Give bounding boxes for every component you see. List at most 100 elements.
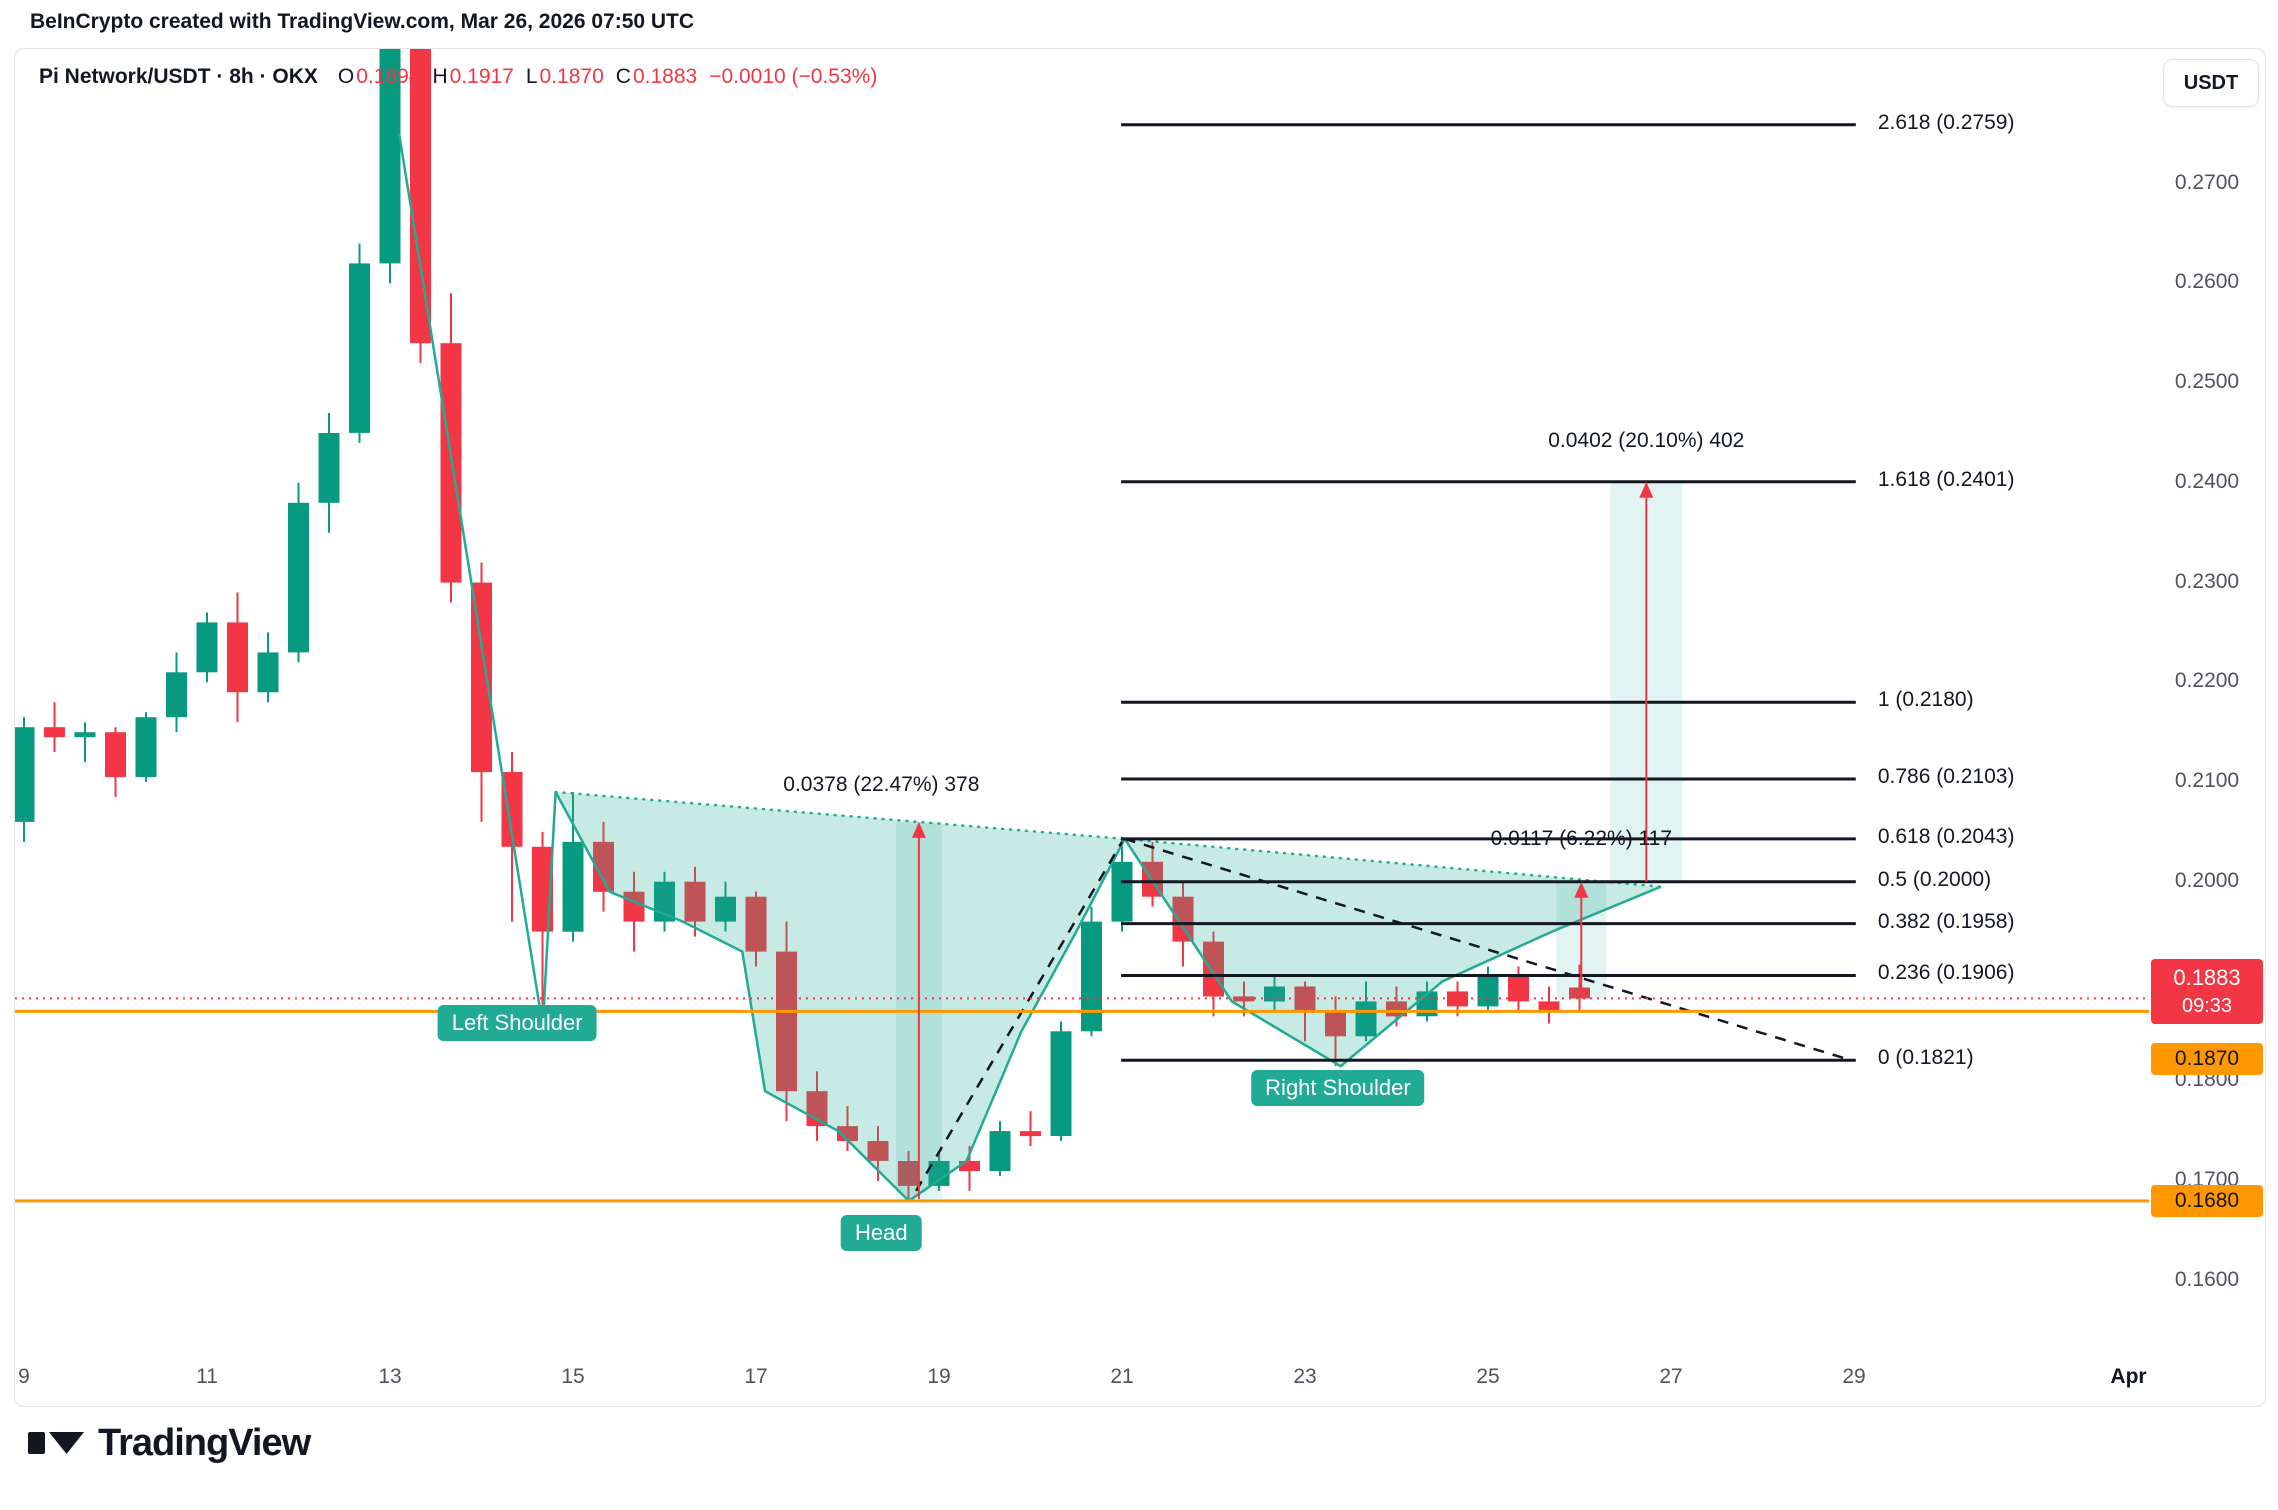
candle-body (227, 622, 248, 693)
candle-body (105, 732, 126, 778)
candle-body (715, 896, 736, 922)
candle-body (898, 1161, 919, 1186)
price-axis-label: 0.2500 (2174, 370, 2240, 394)
current-price-badge: 0.1883 09:33 (2151, 959, 2263, 1025)
ohlc-bar: Pi Network/USDT · 8h · OKX O0.1894 H0.191… (39, 65, 877, 89)
measure-arrow-head (1574, 881, 1589, 898)
candle-body (288, 502, 309, 653)
candle-body (1325, 1011, 1346, 1037)
candle-body (532, 846, 553, 932)
candle-body (1111, 861, 1133, 922)
price-axis-label: 0.1600 (2174, 1267, 2240, 1291)
bar-countdown: 09:33 (2181, 995, 2233, 1018)
date-axis-label: 9 (18, 1365, 30, 1388)
chart-card: Pi Network/USDT · 8h · OKX O0.1894 H0.191… (14, 48, 2266, 1407)
date-axis-label: 11 (196, 1365, 218, 1388)
date-axis-label: 21 (1110, 1365, 1134, 1388)
candle-body (15, 727, 35, 822)
candle-body (928, 1161, 950, 1186)
candle-body (471, 582, 492, 773)
pattern-line-dotted (554, 790, 1126, 841)
price-chart[interactable] (15, 49, 2265, 1406)
pattern-line-dashed (1124, 837, 1852, 1062)
date-axis-label: 27 (1659, 1365, 1683, 1388)
price-axis-label: 0.2200 (2174, 669, 2240, 693)
candle-body (562, 841, 584, 932)
candle-body (837, 1126, 858, 1142)
candle-body (989, 1131, 1011, 1171)
tradingview-logo-icon (28, 1432, 84, 1454)
price-axis-label: 0.2600 (2174, 270, 2240, 294)
fib-level-label: 0 (0.1821) (1877, 1046, 1974, 1070)
candle-body (1569, 987, 1590, 999)
currency-toggle-button[interactable]: USDT (2163, 59, 2259, 107)
candle-body (74, 732, 96, 738)
ohlc-C: C0.1883 (615, 65, 698, 88)
price-axis-label: 0.2300 (2174, 569, 2240, 593)
candle-body (684, 881, 706, 922)
candle-body (379, 49, 401, 264)
candle-body (1081, 921, 1102, 1032)
date-axis-label: 17 (744, 1365, 768, 1388)
measure-label: 0.0378 (22.47%) 378 (783, 773, 980, 796)
date-axis-label: 29 (1842, 1365, 1866, 1388)
ohlc-O: O0.1894 (337, 65, 421, 88)
footer-brand: TradingView (28, 1420, 311, 1466)
candle-body (44, 727, 65, 738)
candle-body (257, 652, 279, 693)
date-axis-label: 25 (1476, 1365, 1500, 1388)
candle-body (745, 896, 767, 952)
fib-level-label: 2.618 (0.2759) (1877, 110, 2015, 134)
candle-body (1020, 1131, 1041, 1137)
watermark-header: BeInCrypto created with TradingView.com,… (30, 10, 695, 33)
candle-body (196, 622, 218, 673)
candle-body (135, 717, 157, 777)
pattern-label-badge[interactable]: Head (841, 1214, 922, 1251)
candle-body (593, 841, 614, 892)
candle-body (166, 672, 187, 718)
price-axis-label: 0.2400 (2174, 469, 2240, 493)
ohlc-values: O0.1894 H0.1917 L0.1870 C0.1883 (338, 65, 697, 89)
candle-body (501, 772, 523, 847)
tradingview-logo-text: TradingView (98, 1421, 311, 1464)
fib-level-label: 0.236 (0.1906) (1877, 961, 2015, 985)
fib-level-label: 1.618 (0.2401) (1877, 467, 2015, 491)
date-axis-label: Apr (2110, 1365, 2147, 1388)
measure-label: 0.0117 (6.22%) 117 (1490, 826, 1673, 850)
candle-body (1538, 1001, 1560, 1012)
pattern-line-dashed (915, 841, 1124, 1192)
fib-level-label: 0.618 (0.2043) (1877, 824, 2015, 848)
candle-body (410, 49, 431, 344)
candle-body (776, 951, 797, 1092)
price-line-badge: 0.1870 (2151, 1043, 2263, 1076)
price-axis-label: 0.2700 (2174, 170, 2240, 194)
pattern-fill (1124, 838, 1661, 1067)
symbol-title: Pi Network/USDT · 8h · OKX (39, 65, 318, 88)
fib-level-label: 0.382 (0.1958) (1877, 909, 2015, 933)
fib-level-label: 0.5 (0.2000) (1877, 867, 1992, 891)
measure-arrow-head (1639, 481, 1654, 498)
fib-level-label: 1 (0.2180) (1877, 688, 1974, 712)
date-axis-label: 19 (927, 1365, 951, 1388)
candle-body (318, 433, 340, 503)
ohlc-H: H0.1917 (432, 65, 514, 88)
candle-body (959, 1161, 980, 1171)
price-axis-label: 0.2000 (2174, 868, 2240, 892)
price-axis-label: 0.2100 (2174, 769, 2240, 792)
pattern-fill (555, 792, 1125, 1201)
fib-level-label: 0.786 (0.2103) (1877, 765, 2015, 789)
pattern-line-dotted (1123, 837, 1663, 888)
current-price-value: 0.1883 (2173, 965, 2241, 991)
date-axis-label: 15 (561, 1365, 585, 1388)
pattern-label-badge[interactable]: Left Shoulder (437, 1005, 597, 1042)
price-line-badge: 0.1680 (2151, 1184, 2263, 1217)
candle-body (1508, 976, 1529, 1002)
candle-body (1172, 896, 1194, 942)
candle-body (867, 1141, 889, 1161)
pattern-label-badge[interactable]: Right Shoulder (1251, 1070, 1425, 1107)
price-change: −0.0010 (−0.53%) (709, 65, 878, 88)
candle-body (349, 263, 370, 433)
pattern-line-solid (554, 791, 1126, 1203)
date-axis-label: 13 (378, 1365, 402, 1388)
date-axis-label: 23 (1293, 1365, 1317, 1388)
